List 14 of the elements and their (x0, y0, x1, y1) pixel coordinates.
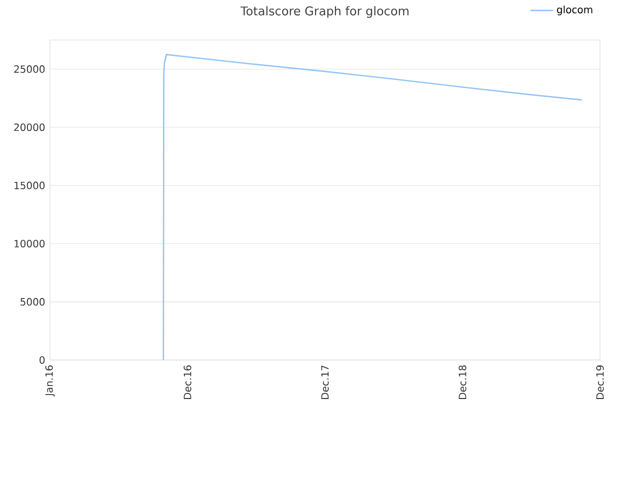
x-tick-label: Dec.18 (458, 365, 466, 399)
chart-title: Totalscore Graph for glocom (240, 6, 408, 18)
x-tick-label: Dec.16 (184, 365, 192, 399)
y-tick-label: 10000 (14, 240, 45, 248)
line-series (162, 54, 583, 360)
x-tick-label: Jan.16 (45, 365, 55, 397)
legend-label: glocom (557, 6, 592, 16)
x-tick-label: Dec.19 (596, 365, 604, 399)
y-tick-label: 20000 (14, 123, 45, 132)
x-tick-label: Dec.17 (321, 366, 329, 399)
y-tick-label: 0 (40, 356, 45, 364)
y-tick-label: 5000 (20, 298, 45, 306)
y-tick-label: 25000 (14, 65, 45, 73)
y-tick-label: 15000 (14, 182, 45, 190)
